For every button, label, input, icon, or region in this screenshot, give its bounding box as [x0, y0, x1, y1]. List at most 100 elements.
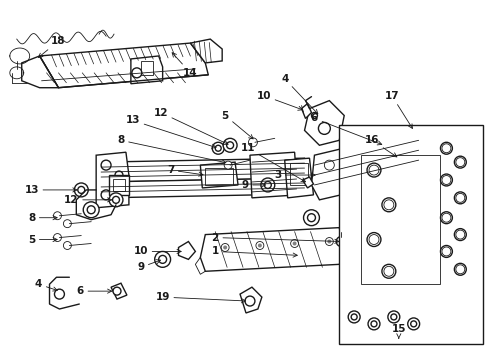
Text: 12: 12 — [64, 195, 111, 205]
Circle shape — [441, 247, 450, 256]
Circle shape — [387, 311, 399, 323]
Circle shape — [318, 122, 330, 134]
Polygon shape — [240, 287, 262, 313]
Bar — [109, 175, 129, 195]
Circle shape — [441, 144, 450, 153]
Circle shape — [264, 181, 271, 188]
Circle shape — [456, 266, 462, 272]
Circle shape — [336, 237, 346, 247]
Circle shape — [78, 186, 84, 193]
Polygon shape — [101, 158, 309, 182]
Circle shape — [311, 113, 317, 118]
Bar — [113, 179, 124, 191]
Circle shape — [456, 195, 462, 201]
Text: 8: 8 — [28, 213, 57, 223]
Circle shape — [347, 311, 359, 323]
Polygon shape — [311, 130, 426, 200]
Circle shape — [370, 321, 376, 327]
Text: 18: 18 — [39, 36, 65, 58]
Circle shape — [383, 200, 393, 210]
Circle shape — [370, 236, 377, 243]
Circle shape — [453, 229, 466, 240]
Circle shape — [87, 206, 95, 214]
Circle shape — [63, 242, 71, 249]
Text: 9: 9 — [137, 260, 160, 272]
Polygon shape — [96, 152, 129, 208]
Circle shape — [223, 138, 237, 152]
Circle shape — [326, 239, 331, 243]
Polygon shape — [101, 178, 307, 198]
Circle shape — [74, 183, 88, 197]
Circle shape — [440, 246, 451, 257]
Circle shape — [366, 163, 380, 177]
Polygon shape — [378, 138, 396, 154]
Circle shape — [359, 156, 369, 166]
Circle shape — [303, 210, 319, 226]
Polygon shape — [131, 56, 163, 84]
Circle shape — [154, 251, 170, 267]
Circle shape — [260, 178, 274, 192]
Polygon shape — [249, 152, 297, 198]
Circle shape — [244, 296, 254, 306]
Text: 4: 4 — [35, 279, 57, 291]
Circle shape — [132, 68, 142, 78]
Polygon shape — [178, 242, 195, 260]
Text: 13: 13 — [24, 185, 77, 195]
Circle shape — [381, 198, 395, 212]
Text: 17: 17 — [384, 91, 411, 129]
Text: 2: 2 — [211, 233, 338, 243]
Circle shape — [440, 174, 451, 186]
Circle shape — [456, 231, 462, 238]
Text: 9: 9 — [241, 180, 265, 190]
Circle shape — [390, 314, 396, 320]
Circle shape — [455, 193, 464, 202]
Circle shape — [407, 318, 419, 330]
Text: 7: 7 — [166, 165, 203, 176]
Polygon shape — [302, 177, 313, 188]
Bar — [339, 125, 482, 344]
Circle shape — [443, 215, 448, 221]
Text: 5: 5 — [28, 234, 57, 244]
Circle shape — [226, 142, 233, 149]
Text: 8: 8 — [117, 135, 225, 164]
Circle shape — [255, 242, 264, 249]
Circle shape — [257, 243, 262, 247]
Circle shape — [370, 167, 377, 174]
Circle shape — [441, 176, 450, 184]
Circle shape — [381, 264, 395, 278]
Circle shape — [385, 201, 391, 208]
Circle shape — [212, 142, 224, 154]
Circle shape — [109, 193, 122, 207]
Polygon shape — [304, 100, 344, 145]
Circle shape — [53, 234, 61, 242]
Circle shape — [113, 287, 121, 295]
Circle shape — [63, 220, 71, 228]
Circle shape — [441, 213, 450, 222]
Circle shape — [366, 233, 380, 247]
Circle shape — [455, 158, 464, 167]
Text: 6: 6 — [77, 286, 111, 296]
Circle shape — [224, 161, 232, 169]
Circle shape — [440, 142, 451, 154]
Circle shape — [54, 289, 64, 299]
Polygon shape — [200, 162, 238, 188]
Circle shape — [381, 142, 389, 150]
Circle shape — [453, 264, 466, 275]
Circle shape — [292, 242, 296, 246]
Circle shape — [307, 214, 315, 222]
Circle shape — [443, 248, 448, 255]
Circle shape — [455, 265, 464, 274]
Circle shape — [385, 268, 391, 275]
Bar — [360, 155, 440, 284]
Polygon shape — [111, 283, 127, 299]
Circle shape — [248, 138, 257, 147]
Circle shape — [338, 239, 343, 244]
Circle shape — [112, 196, 119, 203]
Polygon shape — [200, 228, 344, 271]
Bar — [141, 61, 152, 75]
Circle shape — [83, 202, 99, 218]
Circle shape — [443, 145, 448, 151]
Circle shape — [395, 152, 405, 162]
Circle shape — [410, 321, 416, 327]
Circle shape — [350, 314, 356, 320]
